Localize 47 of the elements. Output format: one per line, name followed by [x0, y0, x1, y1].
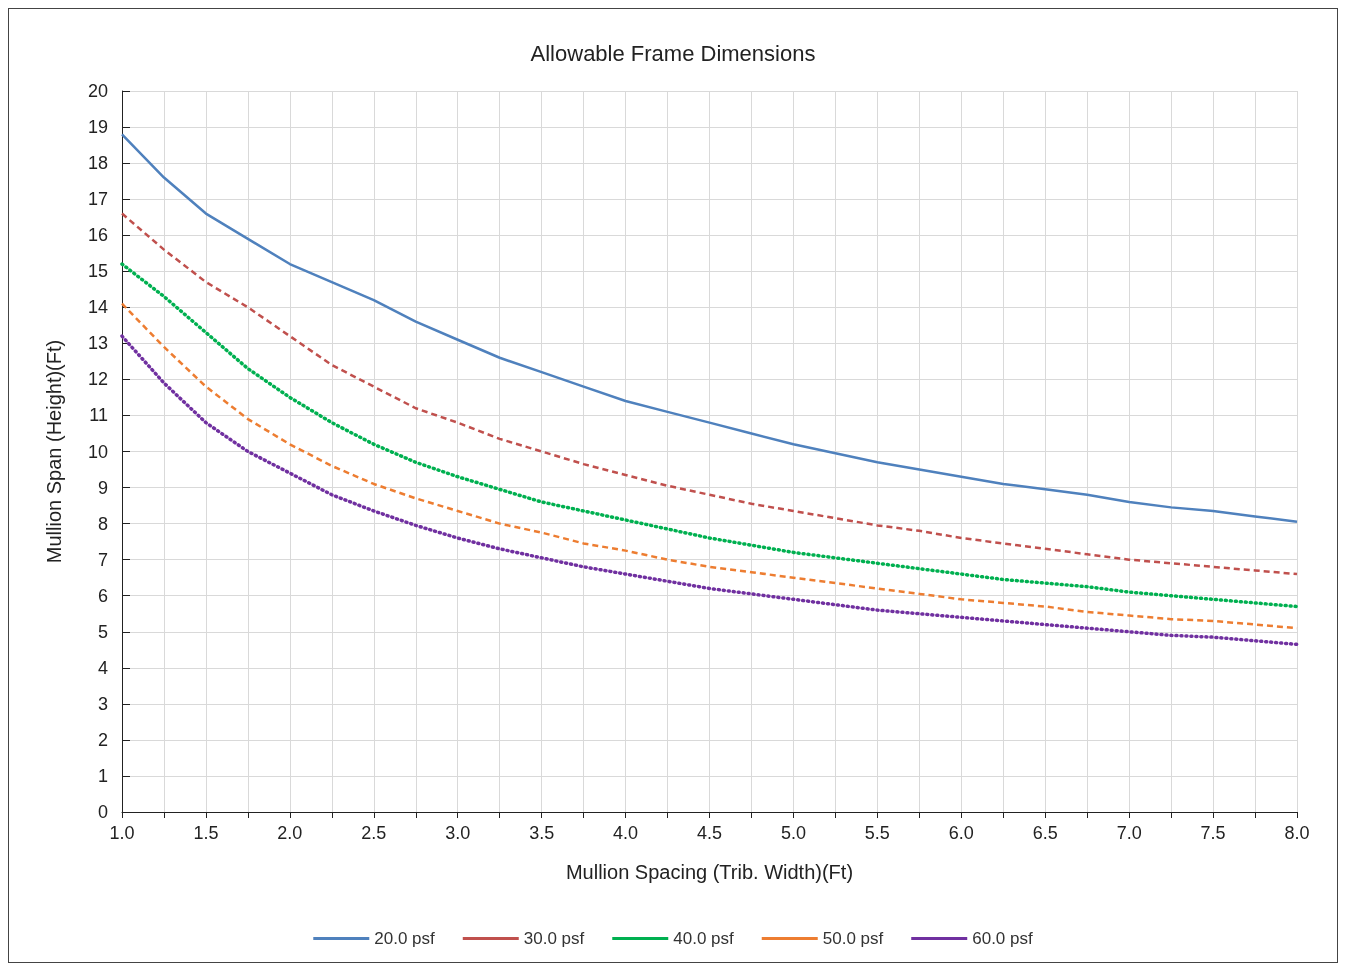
x-tick-label: 7.0	[1116, 823, 1142, 843]
x-tick-label: 1.0	[109, 823, 135, 843]
y-tick-label: 10	[87, 441, 108, 462]
x-tick-label: 1.5	[193, 823, 219, 843]
line-series	[120, 212, 1299, 576]
legend-label: 50.0 psf	[822, 929, 884, 948]
legend-label: 20.0 psf	[374, 929, 436, 948]
y-tick-label: 19	[87, 117, 108, 138]
y-tick-label: 11	[89, 405, 108, 426]
y-tick-label: 18	[87, 153, 108, 174]
y-tick-label: 6	[97, 585, 108, 606]
legend-label: 40.0 psf	[673, 929, 735, 948]
x-tick-label: 2.0	[277, 823, 303, 843]
y-tick-label: 3	[97, 693, 108, 714]
legend-label: 60.0 psf	[972, 929, 1033, 948]
x-tick-label: 7.5	[1200, 823, 1226, 843]
legend-label: 30.0 psf	[523, 929, 585, 948]
y-tick-label: 16	[87, 225, 108, 246]
y-tick-label: 12	[87, 369, 108, 390]
y-tick-label: 2	[97, 729, 108, 750]
y-tick-label: 4	[97, 657, 108, 678]
y-tick-label: 8	[97, 513, 108, 534]
y-tick-label: 0	[97, 802, 108, 822]
x-tick-label: 2.5	[361, 823, 387, 843]
y-tick-label: 5	[97, 621, 108, 642]
y-tick-label: 20	[87, 81, 108, 101]
y-axis-title: Mullion Span (Height)(Ft)	[43, 339, 65, 564]
line-series	[120, 133, 1299, 524]
x-tick-label: 4.5	[696, 823, 723, 843]
chart-title: Allowable Frame Dimensions	[530, 40, 816, 66]
y-tick-label: 7	[97, 549, 108, 570]
y-tick-label: 14	[87, 297, 108, 318]
y-tick-label: 15	[87, 261, 108, 282]
y-tick-label: 9	[97, 477, 108, 498]
x-tick-label: 8.0	[1284, 823, 1310, 843]
x-tick-label: 5.5	[864, 823, 890, 843]
x-tick-label: 3.0	[445, 823, 471, 843]
y-tick-label: 13	[87, 333, 108, 354]
y-tick-label: 17	[87, 189, 108, 210]
x-tick-label: 4.0	[613, 823, 639, 843]
line-series	[120, 262, 1299, 609]
x-tick-label: 3.5	[529, 823, 555, 843]
x-tick-label: 6.5	[1032, 823, 1058, 843]
x-axis-title: Mullion Spacing (Trib. Width)(Ft)	[565, 861, 854, 883]
x-tick-label: 6.0	[948, 823, 974, 843]
y-tick-label: 1	[97, 765, 108, 786]
x-tick-label: 5.0	[780, 823, 806, 843]
